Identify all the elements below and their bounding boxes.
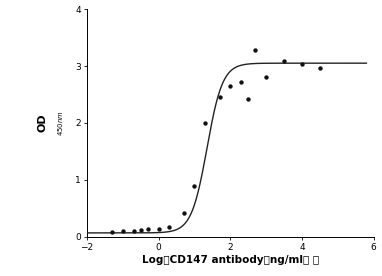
Point xyxy=(181,211,187,215)
Point xyxy=(238,80,244,84)
Point xyxy=(109,230,115,235)
Point xyxy=(299,62,305,67)
Point xyxy=(245,97,251,101)
Point xyxy=(138,228,144,232)
Point xyxy=(227,84,233,88)
Text: OD: OD xyxy=(37,114,48,132)
Point xyxy=(281,59,287,64)
X-axis label: Log（CD147 antibody（ng/ml） ）: Log（CD147 antibody（ng/ml） ） xyxy=(142,255,319,265)
Point xyxy=(191,184,197,188)
Point xyxy=(145,227,151,232)
Point xyxy=(155,227,162,231)
Point xyxy=(202,121,208,125)
Point xyxy=(263,75,269,79)
Point xyxy=(317,65,323,70)
Point xyxy=(252,48,258,52)
Point xyxy=(217,95,223,100)
Point xyxy=(120,229,126,233)
Text: $_{450nm}$: $_{450nm}$ xyxy=(56,110,66,136)
Point xyxy=(166,224,172,229)
Point xyxy=(131,229,137,233)
